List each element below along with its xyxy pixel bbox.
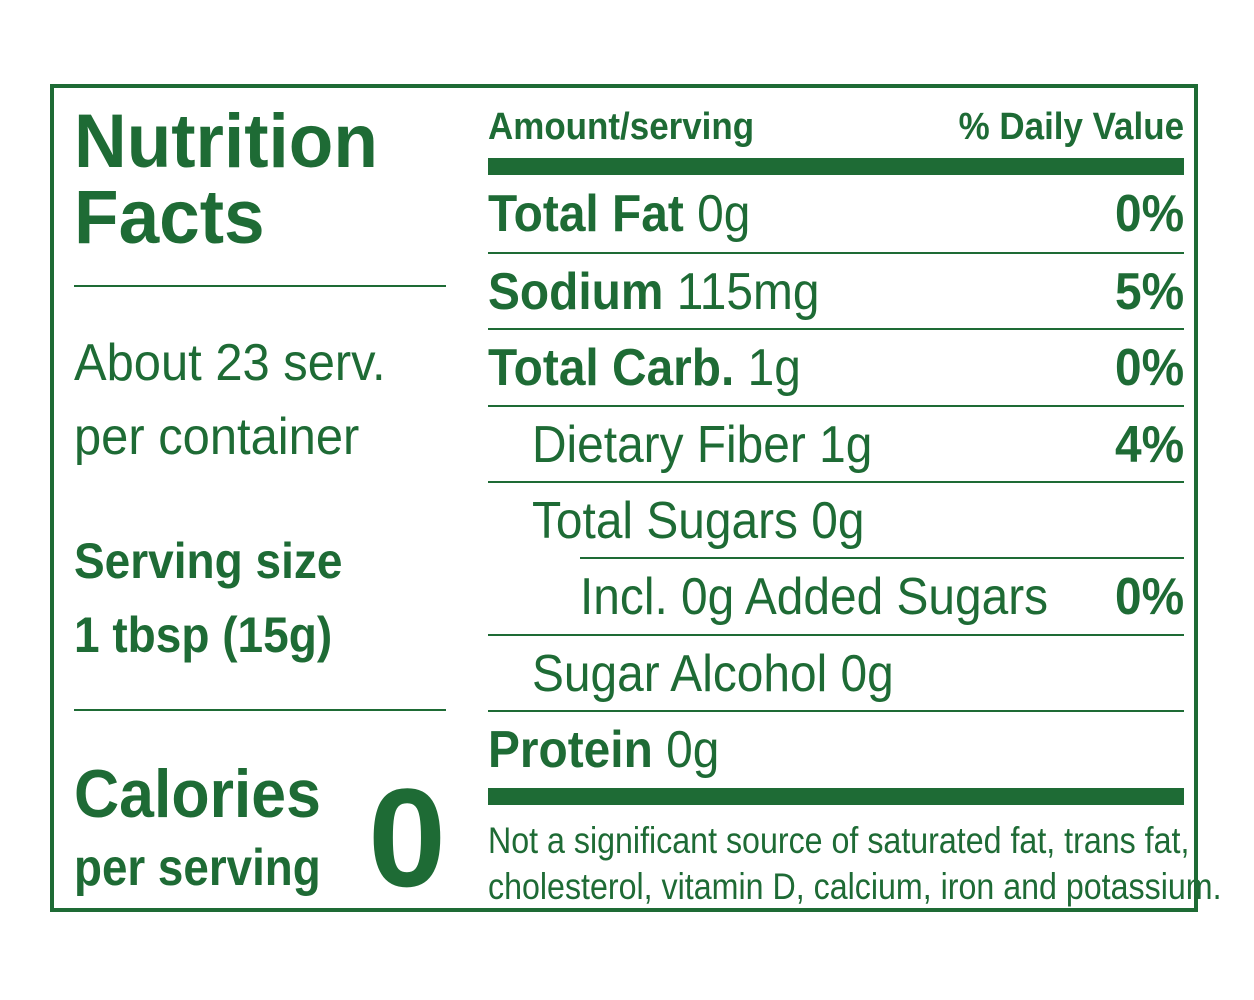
calories-sub-label: per serving [74,839,321,897]
nutrient-name: Total Sugars 0g [532,492,865,550]
footnote-line-1: Not a significant source of saturated fa… [488,820,1190,861]
nutrition-facts-label: Nutrition Facts About 23 serv. per conta… [50,84,1222,912]
row-divider [488,252,1184,254]
divider [74,709,446,711]
left-panel: Nutrition Facts About 23 serv. per conta… [74,88,446,908]
row-divider [488,710,1184,712]
nutrient-row-sodium: Sodium 115mg 5% [488,254,1184,330]
column-header: Amount/serving % Daily Value [488,106,1184,148]
nutrient-row-dietary-fiber: Dietary Fiber 1g 4% [488,407,1184,483]
nutrient-name: Total Carb. [488,339,735,397]
nutrient-row-protein: Protein 0g [488,712,1184,788]
title-line-1: Nutrition [74,99,378,184]
amount-per-serving-header: Amount/serving [488,106,755,148]
nutrient-amount: 0g [666,721,720,779]
nutrient-amount: 0g [697,185,751,243]
servings-line-2: per container [74,408,360,466]
serving-size-line-2: 1 tbsp (15g) [74,607,333,663]
nutrient-row-total-fat: Total Fat 0g 0% [488,176,1184,252]
right-panel: Amount/serving % Daily Value Total Fat 0… [488,88,1222,910]
serving-size: Serving size 1 tbsp (15g) [74,524,342,672]
nutrient-dv: 0% [1114,568,1184,626]
nutrient-name: Sugar Alcohol 0g [532,645,894,703]
thick-divider [488,788,1184,805]
divider [74,285,446,287]
row-divider [488,481,1184,483]
nutrient-name: Protein [488,721,653,779]
servings-line-1: About 23 serv. [74,334,386,392]
nutrient-amount: 1g [747,339,801,397]
nutrient-row-sugar-alcohol: Sugar Alcohol 0g [488,636,1184,712]
nutrient-row-total-carb: Total Carb. 1g 0% [488,330,1184,406]
row-divider [488,328,1184,330]
title-line-2: Facts [74,175,265,260]
nutrient-dv: 4% [1114,416,1184,474]
thick-divider [488,158,1184,175]
calories-label: Calories [74,756,321,832]
nutrient-amount: 115mg [676,263,820,321]
footnote-line-2: cholesterol, vitamin D, calcium, iron an… [488,866,1222,907]
nutrient-name: Dietary Fiber 1g [532,416,873,474]
row-divider [488,405,1184,407]
nutrient-dv: 0% [1114,185,1184,243]
nutrient-name: Total Fat [488,185,684,243]
nutrient-row-total-sugars: Total Sugars 0g [488,483,1184,559]
row-divider [488,634,1184,636]
servings-per-container: About 23 serv. per container [74,326,386,474]
calories-value: 0 [368,759,446,916]
nutrient-dv: 5% [1114,263,1184,321]
row-divider [580,557,1184,559]
nutrient-name: Incl. 0g Added Sugars [580,568,1049,626]
footnote: Not a significant source of saturated fa… [488,818,1222,910]
nutrient-dv: 0% [1114,339,1184,397]
nutrient-row-added-sugars: Incl. 0g Added Sugars 0% [488,559,1184,635]
label-title: Nutrition Facts [74,104,378,256]
nutrient-name: Sodium [488,263,664,321]
serving-size-line-1: Serving size [74,533,343,589]
daily-value-header: % Daily Value [958,106,1184,148]
